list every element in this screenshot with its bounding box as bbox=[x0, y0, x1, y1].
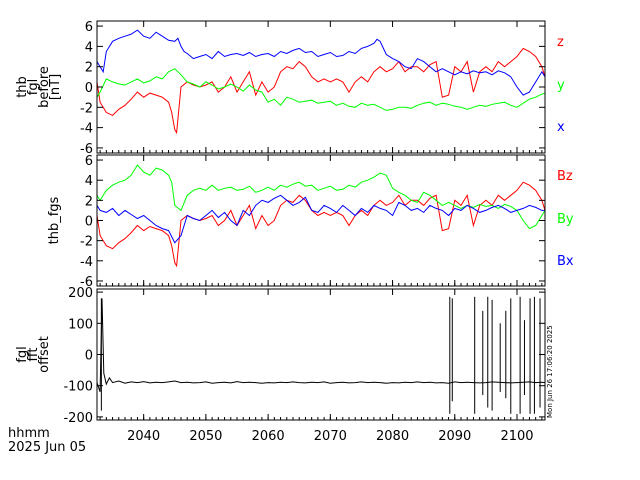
y-tick-label: -2 bbox=[80, 101, 93, 116]
y-axis-label-line: fgl bbox=[26, 79, 41, 95]
y-tick-label: 6 bbox=[85, 154, 93, 169]
y-tick-label: 200 bbox=[68, 286, 93, 301]
panel-frame bbox=[96, 20, 546, 154]
x-axis-variable-label: hhmm bbox=[8, 426, 50, 441]
series-line-bx bbox=[96, 194, 545, 244]
x-tick-label: 2100 bbox=[500, 429, 533, 444]
panel-frame bbox=[96, 288, 546, 421]
x-tick-label: 2080 bbox=[376, 429, 409, 444]
series-line-by bbox=[96, 164, 546, 230]
x-tick-label: 2050 bbox=[189, 429, 222, 444]
y-tick-label: 0 bbox=[85, 215, 93, 230]
x-axis-date-label: 2025 Jun 05 bbox=[8, 440, 87, 455]
y-tick-label: 0 bbox=[85, 81, 93, 96]
y-tick-label: 4 bbox=[85, 40, 93, 55]
series-line-offset bbox=[96, 298, 546, 393]
y-tick-label: -4 bbox=[80, 255, 93, 270]
timestamp-stamp: Mon Jun 26 17:06:20 2025 bbox=[546, 325, 554, 418]
y-axis-label-line: thb bbox=[15, 76, 30, 98]
series-line-y bbox=[96, 68, 546, 111]
y-tick-label: 0 bbox=[85, 349, 93, 364]
y-tick-label: -100 bbox=[63, 380, 93, 395]
y-tick-label: -2 bbox=[80, 235, 93, 250]
y-tick-label: 4 bbox=[85, 174, 93, 189]
legend-y: y bbox=[557, 78, 565, 93]
y-tick-label: 2 bbox=[85, 61, 93, 76]
y-tick-label: -200 bbox=[63, 411, 93, 426]
y-tick-label: 6 bbox=[85, 20, 93, 35]
y-tick-label: 100 bbox=[68, 317, 93, 332]
y-tick-label: 2 bbox=[85, 194, 93, 209]
y-tick-label: -6 bbox=[80, 142, 93, 157]
y-axis-label-line: fft bbox=[26, 347, 41, 361]
y-tick-label: -4 bbox=[80, 122, 93, 137]
x-tick-label: 2060 bbox=[252, 429, 285, 444]
y-axis-label-line: fgl bbox=[15, 346, 30, 362]
series-line-x bbox=[96, 29, 546, 96]
panel-3: -200 -100 0 100 200 2040 2050 2060 2070 2080 2090 2… bbox=[15, 286, 546, 444]
y-tick-label: -6 bbox=[80, 275, 93, 290]
y-axis-label-line: offset bbox=[37, 336, 52, 373]
x-tick-label: 2070 bbox=[314, 429, 347, 444]
legend-bx: Bx bbox=[557, 254, 574, 269]
legend-by: By bbox=[557, 212, 574, 227]
panel-frame bbox=[96, 154, 546, 287]
legend-z: z bbox=[557, 35, 564, 50]
x-tick-label: 2040 bbox=[127, 429, 160, 444]
series-line-z bbox=[96, 47, 546, 135]
x-tick-label: 2090 bbox=[438, 429, 471, 444]
legend-x: x bbox=[557, 120, 565, 135]
y-axis-label-line: [nT] bbox=[48, 74, 63, 100]
legend-bz: Bz bbox=[557, 169, 573, 184]
y-axis-label-line: before bbox=[37, 66, 52, 108]
y-axis-label-line: thb_fgs bbox=[47, 196, 62, 244]
panel-2: -6 -4 -2 0 2 4 6 thb_fgs Bz By Bx bbox=[47, 154, 574, 290]
series-line-bz bbox=[96, 181, 546, 268]
